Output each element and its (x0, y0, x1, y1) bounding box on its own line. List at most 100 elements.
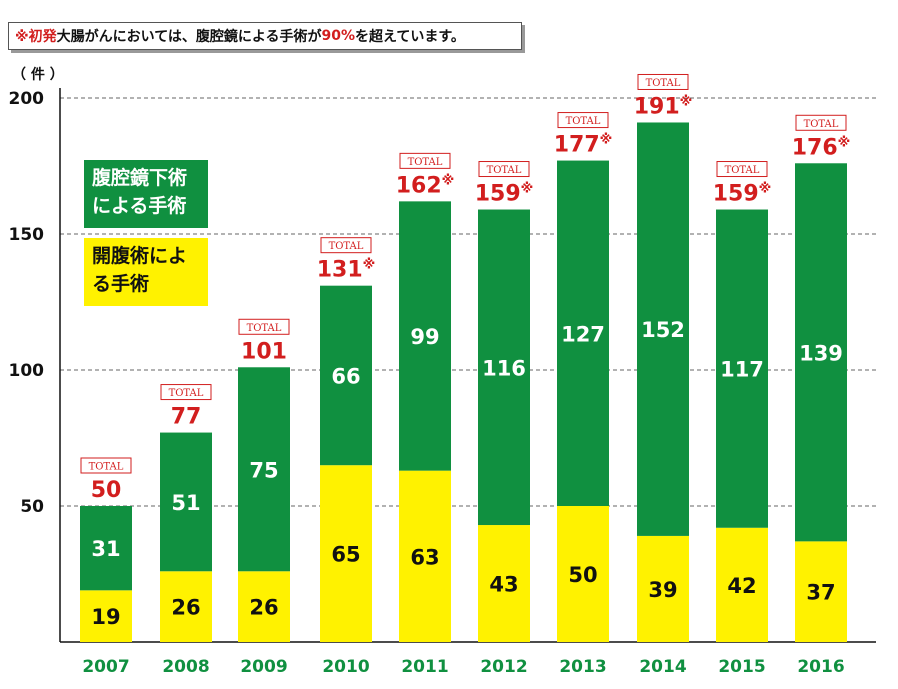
total-footnote-mark: ※ (521, 182, 534, 197)
bar-segment-laparoscopic (160, 432, 212, 572)
note-suffix: を超えています。 (355, 29, 465, 45)
x-tick-label: 2015 (718, 657, 765, 677)
bar-segment-open (478, 525, 530, 642)
total-label-text: TOTAL (487, 165, 522, 176)
x-tick-label: 2008 (162, 657, 209, 677)
bar-total-value: 50 (91, 478, 122, 503)
total-label-text: TOTAL (646, 78, 681, 89)
legend-laparoscopic: 腹腔鏡下術による手術 (84, 160, 208, 228)
bar-value-laparoscopic: 31 (91, 537, 120, 561)
bar-value-laparoscopic: 75 (249, 458, 278, 482)
bar-value-laparoscopic: 117 (720, 358, 764, 382)
total-label-box (160, 384, 212, 401)
bar-value-open: 65 (331, 543, 360, 567)
bar-segment-laparoscopic (399, 201, 451, 471)
bar-total-value: 176※ (792, 135, 851, 160)
bar-segment-open (399, 470, 451, 642)
bar-total-value: 159※ (475, 182, 534, 207)
total-label-text: TOTAL (566, 116, 601, 127)
bar-segment-laparoscopic (716, 209, 768, 528)
total-label-box (795, 114, 847, 131)
total-footnote-mark: ※ (363, 258, 376, 273)
bar-segment-open (557, 506, 609, 642)
total-label-box (637, 73, 689, 90)
x-tick-label: 2009 (240, 657, 287, 677)
total-label-text: TOTAL (725, 165, 760, 176)
total-label-box (80, 457, 132, 474)
bar-value-open: 26 (171, 596, 200, 620)
total-label-text: TOTAL (804, 119, 839, 130)
note-middle: 大腸がんにおいては、腹腔鏡による手術が (56, 29, 322, 45)
bar-segment-open (80, 590, 132, 642)
bar-value-laparoscopic: 99 (410, 325, 439, 349)
note-percent: 90% (321, 28, 356, 44)
bar-segment-open (238, 571, 290, 642)
bar-value-open: 43 (489, 573, 518, 597)
x-tick-label: 2013 (559, 657, 606, 677)
note-prefix: ※初発 (15, 29, 57, 45)
y-tick-label: 150 (9, 225, 45, 245)
bar-value-laparoscopic: 116 (482, 356, 526, 380)
total-footnote-mark: ※ (759, 182, 772, 197)
bar-value-laparoscopic: 127 (561, 322, 605, 346)
bar-total-value: 77 (171, 405, 202, 430)
y-tick-label: 50 (20, 497, 44, 517)
bar-segment-open (320, 465, 372, 642)
total-footnote-mark: ※ (680, 94, 693, 109)
bar-value-laparoscopic: 66 (331, 364, 360, 388)
x-tick-label: 2007 (82, 657, 129, 677)
total-label-box (557, 112, 609, 129)
total-label-text: TOTAL (408, 157, 443, 168)
x-tick-label: 2011 (401, 657, 448, 677)
bar-value-open: 37 (806, 581, 835, 605)
bar-total-value: 101 (241, 339, 287, 364)
bar-segment-laparoscopic (557, 160, 609, 506)
y-axis-unit-label: （ 件 ） (12, 67, 64, 83)
bar-segment-laparoscopic (478, 209, 530, 526)
x-tick-label: 2016 (797, 657, 844, 677)
bar-value-open: 19 (91, 605, 120, 629)
bar-value-open: 26 (249, 596, 278, 620)
total-label-box (399, 152, 451, 169)
bar-segment-laparoscopic (80, 506, 132, 591)
total-label-box (716, 161, 768, 178)
total-label-box (478, 161, 530, 178)
bar-segment-open (637, 535, 689, 642)
bar-value-laparoscopic: 51 (171, 491, 200, 515)
total-label-text: TOTAL (89, 462, 124, 473)
total-label-text: TOTAL (329, 241, 364, 252)
total-label-text: TOTAL (169, 388, 204, 399)
bar-value-laparoscopic: 139 (799, 341, 843, 365)
x-tick-label: 2012 (480, 657, 527, 677)
note-box: ※初発 大腸がんにおいては、腹腔鏡による手術が 90% を超えています。 (8, 22, 522, 50)
bar-segment-open (716, 527, 768, 642)
bar-total-value: 159※ (713, 182, 772, 207)
total-footnote-mark: ※ (600, 133, 613, 148)
total-label-box (320, 237, 372, 254)
x-tick-label: 2014 (639, 657, 686, 677)
bar-value-open: 39 (648, 578, 677, 602)
x-tick-label: 2010 (322, 657, 369, 677)
bar-total-value: 131※ (317, 258, 376, 283)
bar-segment-laparoscopic (238, 367, 290, 572)
bar-segment-open (160, 571, 212, 642)
bar-value-open: 50 (568, 563, 597, 587)
bar-segment-open (795, 541, 847, 642)
total-footnote-mark: ※ (442, 173, 455, 188)
total-label-text: TOTAL (247, 323, 282, 334)
bar-value-open: 63 (410, 545, 439, 569)
legend-open-surgery: 開腹術による手術 (84, 238, 208, 306)
y-tick-label: 100 (9, 361, 45, 381)
y-tick-label: 200 (9, 89, 45, 109)
total-footnote-mark: ※ (838, 135, 851, 150)
bar-value-laparoscopic: 152 (641, 318, 685, 342)
bar-segment-laparoscopic (320, 285, 372, 466)
bar-value-open: 42 (727, 574, 756, 598)
bar-segment-laparoscopic (637, 122, 689, 536)
bar-total-value: 191※ (634, 94, 693, 119)
bar-total-value: 177※ (554, 133, 613, 158)
total-label-box (238, 318, 290, 335)
bar-segment-laparoscopic (795, 163, 847, 542)
bar-total-value: 162※ (396, 173, 455, 198)
